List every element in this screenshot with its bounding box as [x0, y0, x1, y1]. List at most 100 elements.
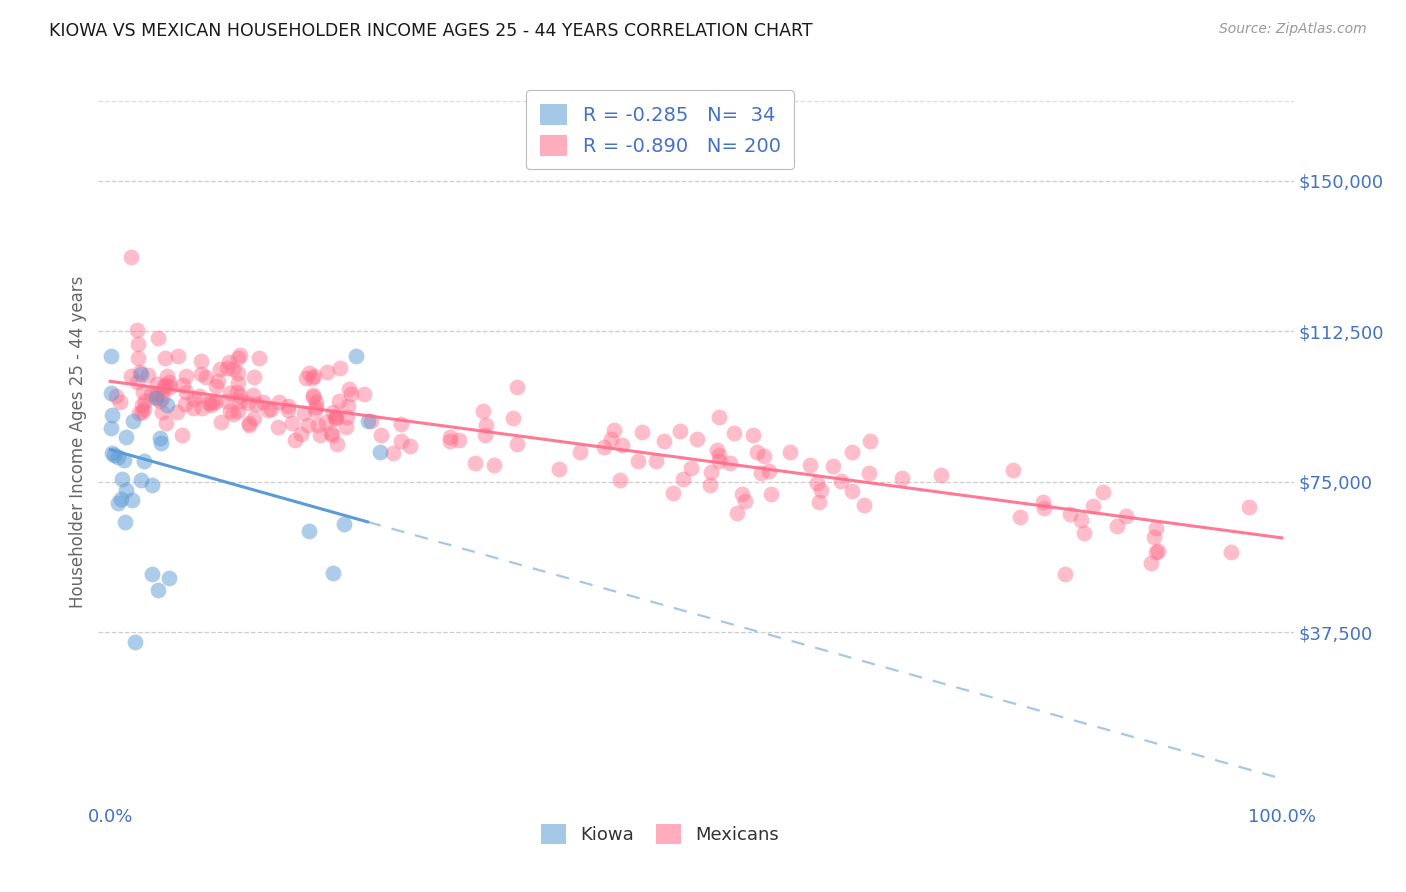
Point — [336, 410, 359, 425]
Point — [100, 349, 122, 363]
Point — [217, 360, 239, 375]
Point — [183, 392, 205, 406]
Point — [325, 409, 347, 424]
Point — [1237, 500, 1260, 514]
Point — [256, 402, 278, 417]
Point — [132, 454, 155, 468]
Point — [226, 376, 249, 391]
Point — [201, 395, 224, 409]
Point — [107, 496, 129, 510]
Point — [121, 493, 143, 508]
Point — [389, 417, 412, 432]
Point — [205, 379, 228, 393]
Point — [190, 367, 212, 381]
Point — [259, 401, 281, 416]
Point — [150, 405, 173, 419]
Point — [132, 401, 155, 416]
Point — [718, 456, 741, 470]
Point — [890, 471, 912, 485]
Point — [340, 387, 363, 401]
Point — [749, 466, 772, 480]
Point — [120, 369, 142, 384]
Point — [706, 443, 728, 458]
Point — [215, 394, 238, 409]
Point — [1032, 500, 1054, 515]
Point — [799, 458, 821, 472]
Point — [841, 483, 863, 498]
Point — [1144, 520, 1167, 534]
Point — [152, 383, 174, 397]
Point — [603, 423, 626, 437]
Point — [305, 401, 328, 415]
Point — [100, 421, 122, 435]
Point — [506, 436, 529, 450]
Point — [166, 405, 188, 419]
Point — [101, 408, 124, 422]
Point — [181, 401, 204, 415]
Point — [298, 366, 321, 380]
Point — [124, 635, 146, 649]
Point — [742, 427, 765, 442]
Point — [129, 473, 152, 487]
Point — [188, 389, 211, 403]
Point — [226, 351, 249, 365]
Point — [593, 440, 616, 454]
Point — [110, 472, 132, 486]
Point — [108, 395, 131, 409]
Point — [389, 434, 412, 448]
Point — [226, 404, 249, 418]
Point — [294, 371, 316, 385]
Point — [322, 566, 344, 580]
Point — [644, 453, 666, 467]
Point — [297, 417, 319, 432]
Point — [754, 450, 776, 464]
Point — [547, 462, 569, 476]
Point — [745, 445, 768, 459]
Point — [321, 425, 343, 440]
Point — [662, 486, 685, 500]
Point — [668, 424, 690, 438]
Point — [337, 382, 360, 396]
Point — [1073, 526, 1095, 541]
Point — [226, 366, 249, 380]
Point — [156, 398, 179, 412]
Point — [1053, 566, 1076, 581]
Point — [853, 498, 876, 512]
Point — [204, 395, 226, 409]
Point — [309, 427, 332, 442]
Point — [1146, 543, 1168, 558]
Point — [125, 323, 148, 337]
Point — [148, 431, 170, 445]
Point — [198, 396, 221, 410]
Point — [247, 351, 270, 366]
Point — [1001, 463, 1024, 477]
Point — [1219, 545, 1241, 559]
Point — [277, 403, 299, 417]
Point — [131, 405, 153, 419]
Point — [725, 506, 748, 520]
Point — [323, 410, 346, 425]
Point — [145, 390, 167, 404]
Point — [316, 365, 339, 379]
Point — [449, 433, 471, 447]
Point — [174, 368, 197, 383]
Point — [229, 393, 252, 408]
Point — [134, 393, 156, 408]
Point — [112, 453, 135, 467]
Point — [156, 369, 179, 384]
Point — [208, 362, 231, 376]
Point — [304, 395, 326, 409]
Point — [121, 250, 143, 264]
Point — [149, 436, 172, 450]
Point — [672, 472, 695, 486]
Point — [218, 355, 240, 369]
Point — [723, 426, 745, 441]
Point — [129, 365, 152, 379]
Point — [222, 407, 245, 421]
Point — [115, 483, 138, 497]
Point — [686, 432, 709, 446]
Point — [759, 487, 782, 501]
Point — [830, 474, 852, 488]
Point — [226, 384, 249, 399]
Point — [101, 446, 124, 460]
